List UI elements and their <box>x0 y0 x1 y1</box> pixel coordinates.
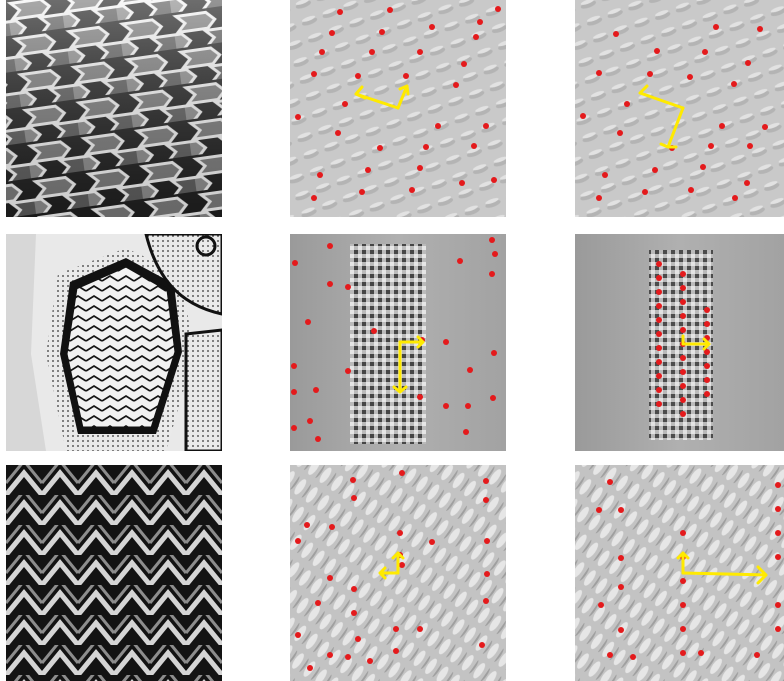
basis-vectors <box>378 551 405 580</box>
row3-autocorrelation-a <box>290 465 506 681</box>
row1-autocorrelation-a <box>290 0 506 217</box>
row2-autocorrelation-b <box>575 234 784 451</box>
row3-texture-image <box>6 465 222 681</box>
basis-vectors <box>392 335 425 394</box>
lattice-points <box>295 6 501 201</box>
lattice-points <box>291 237 498 442</box>
basis-vectors <box>676 551 768 585</box>
row2-autocorrelation-a <box>290 234 506 451</box>
row1-texture-image <box>6 0 222 217</box>
basis-vectors <box>354 84 410 110</box>
row1-autocorrelation-b <box>575 0 784 217</box>
row2-texture-image <box>6 234 222 451</box>
lattice-points <box>580 24 768 201</box>
row3-autocorrelation-b <box>575 465 784 681</box>
basis-vectors <box>638 84 685 149</box>
lattice-points <box>295 470 490 671</box>
basis-vectors <box>681 334 711 351</box>
